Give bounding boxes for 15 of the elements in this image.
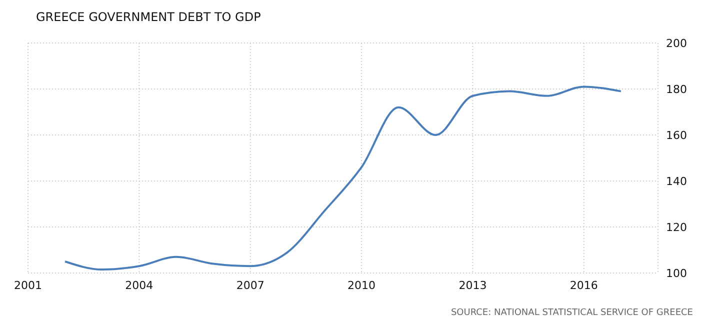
x-tick-label: 2004 — [125, 278, 154, 292]
y-tick-label: 160 — [666, 128, 687, 142]
y-tick-label: 180 — [666, 82, 687, 96]
y-tick-label: 120 — [666, 220, 687, 234]
y-tick-label: 200 — [666, 36, 687, 50]
source-note: SOURCE: NATIONAL STATISTICAL SERVICE OF GREECE — [450, 308, 693, 318]
x-tick-label: 2010 — [348, 278, 376, 292]
x-tick-label: 2007 — [236, 278, 264, 292]
y-tick-label: 140 — [666, 174, 687, 188]
y-tick-label: 100 — [666, 266, 687, 280]
line-series — [64, 86, 622, 271]
x-tick-label: 2013 — [458, 278, 487, 292]
chart-title: GREECE GOVERNMENT DEBT TO GDP — [36, 10, 261, 24]
x-tick-label: 2001 — [14, 278, 42, 292]
x-tick-label: 2016 — [570, 278, 598, 292]
